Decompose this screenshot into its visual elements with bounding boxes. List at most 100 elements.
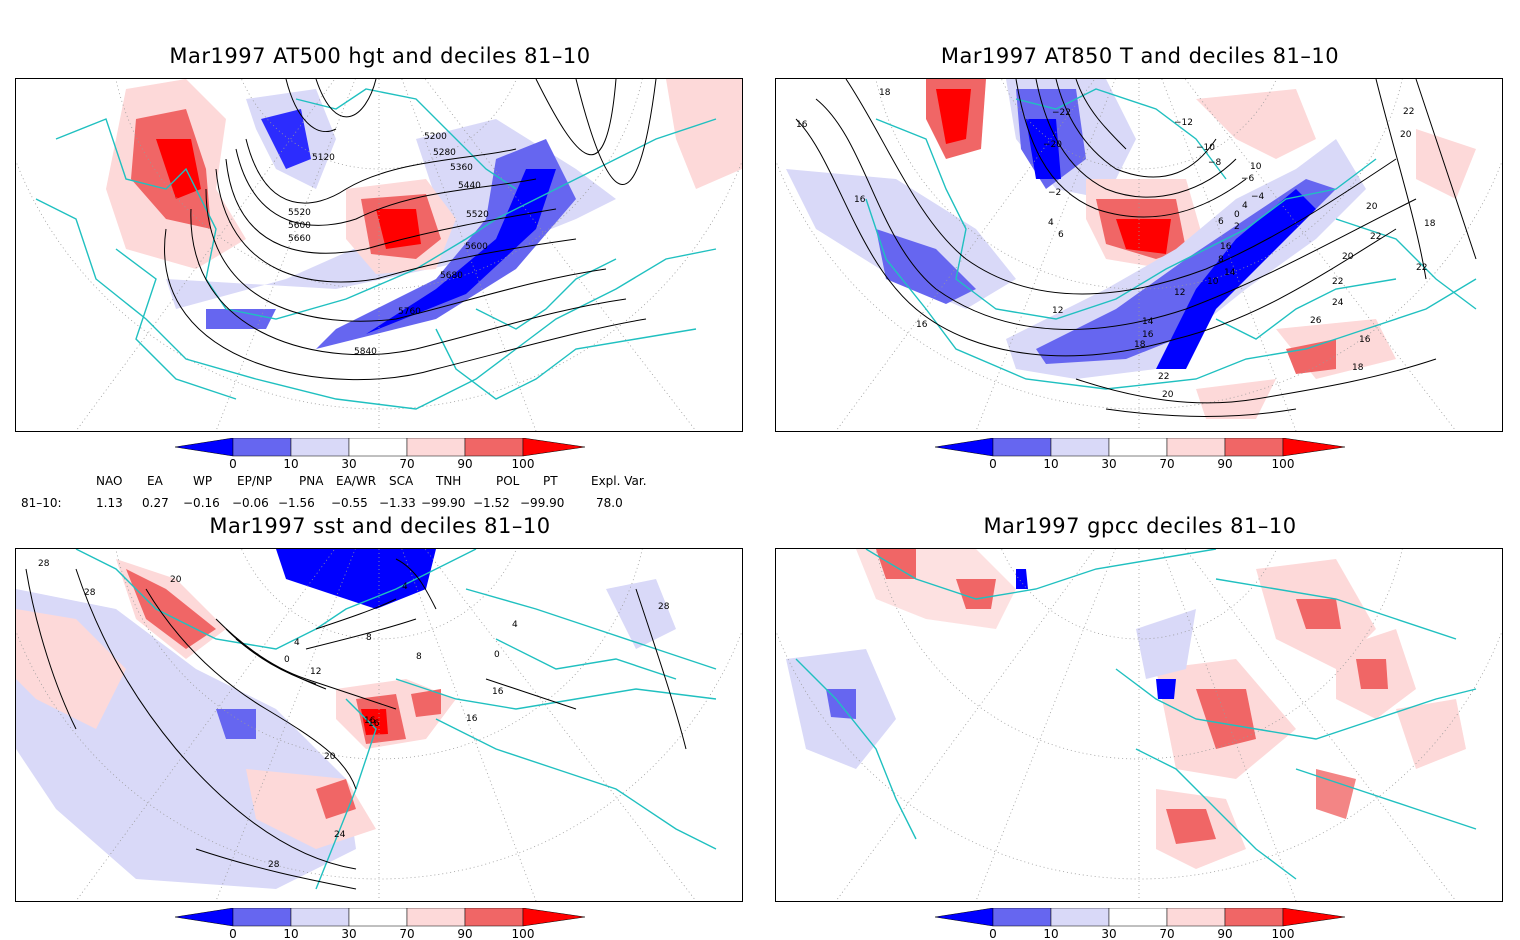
colorbar-tick: 90 (1217, 457, 1232, 470)
index-header: PNA (299, 474, 324, 488)
contour-label: 0 (1234, 210, 1240, 220)
contour-label: 5280 (433, 148, 456, 158)
colorbar-tick: 30 (1101, 927, 1116, 940)
contour-label: 12 (310, 667, 321, 677)
contour-label: −10 (1196, 143, 1215, 153)
contour-label: 5520 (288, 208, 311, 218)
contour-label: 12 (1174, 288, 1185, 298)
colorbar-sst: 0 10 30 70 90 100 (175, 908, 586, 940)
colorbar-tick: 30 (341, 927, 356, 940)
contour-label: 4 (512, 620, 518, 630)
contour-label: 28 (84, 588, 96, 598)
contour-label: 18 (1352, 363, 1364, 373)
panel-title-t850: Mar1997 AT850 T and deciles 81–10 (940, 44, 1340, 68)
contour-label: 20 (324, 752, 336, 762)
index-value: −99.90 (520, 496, 565, 510)
index-header: NAO (96, 474, 123, 488)
contour-label: 28 (38, 559, 50, 569)
contour-label: 28 (268, 860, 280, 870)
colorbar-tick: 10 (283, 457, 298, 470)
colorbar-tick: 0 (989, 927, 997, 940)
contour-label: −8 (1208, 158, 1222, 168)
contour-label: 4 (1242, 201, 1248, 211)
contour-label: 16 (1359, 335, 1371, 345)
colorbar-tick: 10 (1043, 457, 1058, 470)
contour-label: 24 (1332, 298, 1344, 308)
contour-label: 22 (1403, 107, 1414, 117)
index-value: −1.56 (278, 496, 315, 510)
map-sst: 28 28 20 0 4 8 12 16 20 24 28 16 4 8 0 4… (15, 548, 743, 902)
colorbar-tick: 100 (512, 457, 535, 470)
contour-label: 4 (402, 582, 408, 592)
index-value: −1.52 (473, 496, 510, 510)
contour-label: 6 (1218, 217, 1224, 227)
contour-label: 5680 (440, 271, 463, 281)
colorbar-tick: 70 (1159, 927, 1174, 940)
contour-label: 5660 (288, 234, 311, 244)
panel-title-sst: Mar1997 sst and deciles 81–10 (209, 514, 551, 538)
contour-label: 14 (1142, 317, 1154, 327)
contour-label: 12 (1052, 306, 1063, 316)
colorbar-tick: 0 (229, 457, 237, 470)
contour-label: 4 (294, 638, 300, 648)
contour-label: 16 (1220, 242, 1232, 252)
contour-label: 22 (1332, 277, 1343, 287)
contour-label: 16 (796, 120, 808, 130)
contour-label: 5440 (458, 181, 481, 191)
contour-label: 16 (492, 687, 504, 697)
contour-label: 8 (416, 652, 422, 662)
map-hgt500: 5120 5200 5280 5360 5440 5520 5520 5600 … (15, 78, 743, 432)
colorbar-tick: 70 (399, 927, 414, 940)
contour-label: 16 (916, 320, 928, 330)
contour-label: 20 (170, 575, 182, 585)
index-header: WP (193, 474, 213, 488)
colorbar-tick: 30 (1101, 457, 1116, 470)
contour-label: −6 (1241, 174, 1255, 184)
contour-label: 10 (1207, 277, 1219, 287)
contour-label: 18 (1424, 219, 1436, 229)
contour-label: 28 (658, 602, 670, 612)
index-header: EA/WR (336, 474, 377, 488)
contour-label: 20 (1162, 390, 1174, 400)
index-header: Expl. Var. (591, 474, 647, 488)
contour-label: 18 (879, 88, 891, 98)
contour-label: 16 (466, 714, 478, 724)
contour-label: −12 (1174, 118, 1193, 128)
contour-label: 5600 (288, 221, 311, 231)
index-row-label: 81–10: (21, 496, 62, 510)
index-header: TNH (436, 474, 462, 488)
contour-label: 5200 (424, 132, 447, 142)
panel-title-hgt500: Mar1997 AT500 hgt and deciles 81–10 (169, 44, 591, 68)
colorbar-tick: 0 (989, 457, 997, 470)
index-value: 0.27 (142, 496, 169, 510)
panel-title-gpcc: Mar1997 gpcc deciles 81–10 (983, 514, 1297, 538)
colorbar-hgt500: 0 10 30 70 90 100 (175, 438, 586, 470)
colorbar-tick: 70 (1159, 457, 1174, 470)
contour-label: 16 (364, 716, 376, 726)
contour-label: 22 (1416, 263, 1427, 273)
contour-label: 26 (1310, 316, 1322, 326)
colorbar-tick: 100 (512, 927, 535, 940)
contour-label: 24 (334, 830, 346, 840)
contour-label: 8 (1218, 255, 1224, 265)
colorbar-tick: 10 (283, 927, 298, 940)
colorbar-tick: 90 (457, 457, 472, 470)
index-value: −0.06 (232, 496, 269, 510)
index-value: 78.0 (596, 496, 623, 510)
contour-label: −20 (1043, 140, 1062, 150)
contour-label: 5520 (466, 210, 489, 220)
colorbar-tick: 100 (1272, 457, 1295, 470)
contour-label: −4 (1251, 192, 1265, 202)
index-header: PT (543, 474, 558, 488)
contour-label: 0 (494, 650, 500, 660)
contour-label: −22 (1052, 108, 1071, 118)
contour-label: 5360 (450, 163, 473, 173)
contour-label: 16 (854, 195, 866, 205)
contour-label: −2 (1048, 188, 1061, 198)
index-value: −1.33 (379, 496, 416, 510)
index-header: SCA (389, 474, 414, 488)
index-value: −99.90 (421, 496, 466, 510)
colorbar-gpcc: 0 10 30 70 90 100 (935, 908, 1346, 940)
contour-label: 6 (1058, 230, 1064, 240)
contour-label: 14 (1224, 268, 1236, 278)
